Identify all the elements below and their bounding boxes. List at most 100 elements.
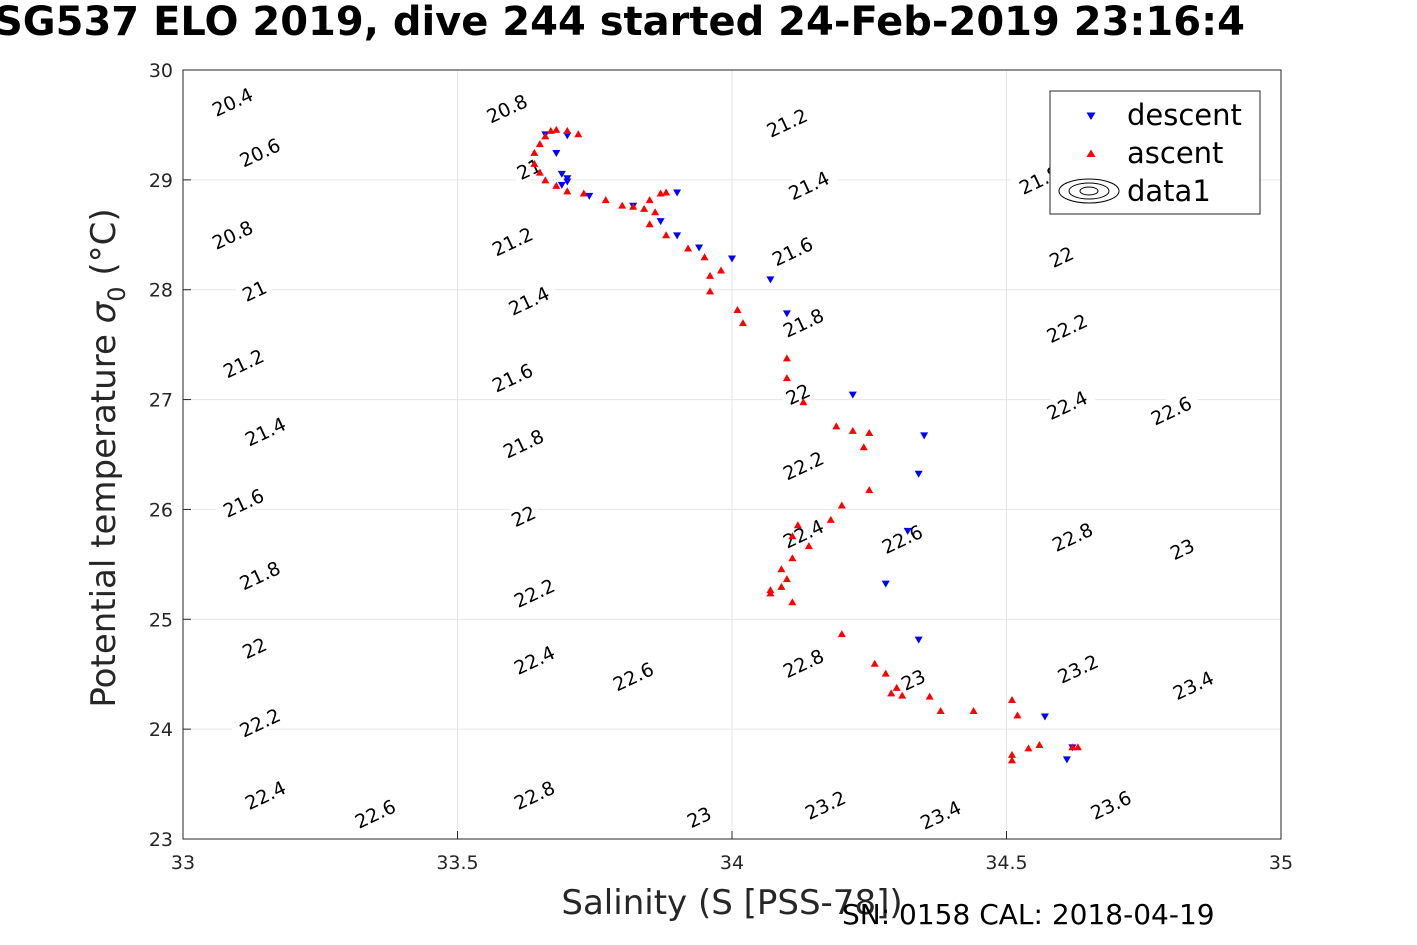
descent-point (1040, 713, 1049, 721)
ascent-point (936, 706, 945, 714)
y-tick-label: 27 (149, 390, 173, 412)
descent-point (766, 276, 775, 284)
contour-label-bg (229, 552, 290, 597)
contour-label-bg (1140, 387, 1201, 432)
ascent-point (601, 196, 610, 204)
contour-label-bg (476, 85, 537, 130)
axis-ticks: 33 33.5 34 34.5 35 23 24 25 26 27 28 29 30 (149, 60, 1293, 874)
ascent-point (733, 305, 742, 313)
contour-label-bg (1036, 382, 1097, 427)
ascent-point (1007, 750, 1016, 758)
y-axis-label-unit: (°C) (84, 208, 124, 275)
ascent-point (826, 515, 835, 523)
contour-label-bg (910, 792, 971, 836)
ascent-point (552, 125, 561, 133)
legend-ascent-label: ascent (1127, 136, 1223, 170)
ascent-point (645, 196, 654, 204)
contour-label-bg (772, 299, 833, 344)
contour-label-bg (234, 630, 274, 664)
contour-label-bg (761, 228, 822, 273)
ascent-point (1007, 695, 1016, 703)
descent-point (903, 527, 912, 535)
contour-label-bg (481, 218, 542, 263)
ascent-point (837, 630, 846, 638)
ascent-point (717, 266, 726, 274)
ascent-point (865, 486, 874, 494)
ascent-point (1035, 741, 1044, 749)
legend-contour-icon (1058, 178, 1120, 204)
x-tick-label: 33.5 (436, 852, 478, 874)
data-points (530, 125, 1082, 764)
ascent-point (859, 443, 868, 451)
ascent-point (662, 231, 671, 239)
ascent-point (1068, 743, 1077, 751)
contour-label-bg (498, 277, 559, 322)
contour-label-bg (234, 772, 295, 816)
ascent-point (870, 659, 879, 667)
y-tick-label: 23 (149, 829, 173, 851)
x-tick-label: 33 (171, 852, 195, 874)
contour-label-bg (201, 79, 263, 123)
ascent-point (579, 189, 588, 197)
ascent-point (837, 501, 846, 509)
contour-label-bg (1041, 239, 1081, 273)
legend-descent-marker (1086, 112, 1096, 120)
ascent-point (706, 271, 715, 279)
y-axis-label-greek: σ (84, 300, 124, 323)
descent-point (695, 244, 704, 252)
contour-label-bg (201, 212, 263, 256)
ascent-point (530, 148, 539, 156)
y-tick-label: 25 (149, 609, 173, 631)
ascent-point (1007, 756, 1016, 764)
contour-label-bg (794, 782, 855, 826)
descent-point (585, 192, 594, 200)
y-tick-label: 26 (149, 499, 173, 521)
ascent-point (925, 692, 934, 700)
descent-point (656, 218, 665, 226)
contour-label-bg (1080, 782, 1141, 826)
ascent-point (552, 181, 561, 189)
ascent-point (788, 598, 797, 606)
ascent-point (645, 220, 654, 228)
contour-label-bg (871, 516, 932, 561)
ascent-point (541, 176, 550, 184)
ascent-point (563, 187, 572, 195)
calibration-note: SN: 0158 CAL: 2018-04-19 (842, 898, 1215, 931)
descent-point (782, 310, 791, 318)
contour-label-bg (234, 408, 295, 453)
ascent-point (574, 130, 583, 138)
y-tick-label: 24 (149, 719, 173, 741)
x-tick-label: 34 (720, 852, 744, 874)
contour-label-bg (778, 162, 839, 207)
contour-label-bg (503, 498, 543, 532)
ascent-point (782, 575, 791, 583)
legend-box (1049, 90, 1261, 215)
ascent-point (738, 319, 747, 327)
descent-point (557, 170, 566, 178)
ascent-point (706, 287, 715, 295)
ascent-point (782, 374, 791, 382)
descent-point (673, 189, 682, 197)
ascent-point (788, 532, 797, 540)
contour-label-bg (212, 340, 273, 385)
legend-data1-label: data1 (1127, 174, 1211, 208)
contour-label-bg (503, 772, 564, 816)
ascent-point (777, 582, 786, 590)
ascent-point (865, 429, 874, 437)
contour-label-bg (229, 699, 290, 744)
contour-label-bg (503, 570, 564, 614)
contour-label-bg (772, 640, 833, 685)
ascent-point (892, 683, 901, 691)
ascent-point (618, 201, 627, 209)
contour-label-bg (481, 354, 542, 399)
ascent-point (651, 208, 660, 216)
descent-point (914, 470, 923, 478)
contour-label-bg (212, 480, 273, 524)
ascent-point (804, 542, 813, 550)
descent-point (552, 149, 561, 157)
ascent-point (832, 422, 841, 430)
ascent-point (788, 554, 797, 562)
descent-point (848, 391, 857, 399)
contour-label-bg (229, 129, 290, 174)
chart-title: SG537 ELO 2019, dive 244 started 24-Feb-… (0, 0, 1245, 45)
